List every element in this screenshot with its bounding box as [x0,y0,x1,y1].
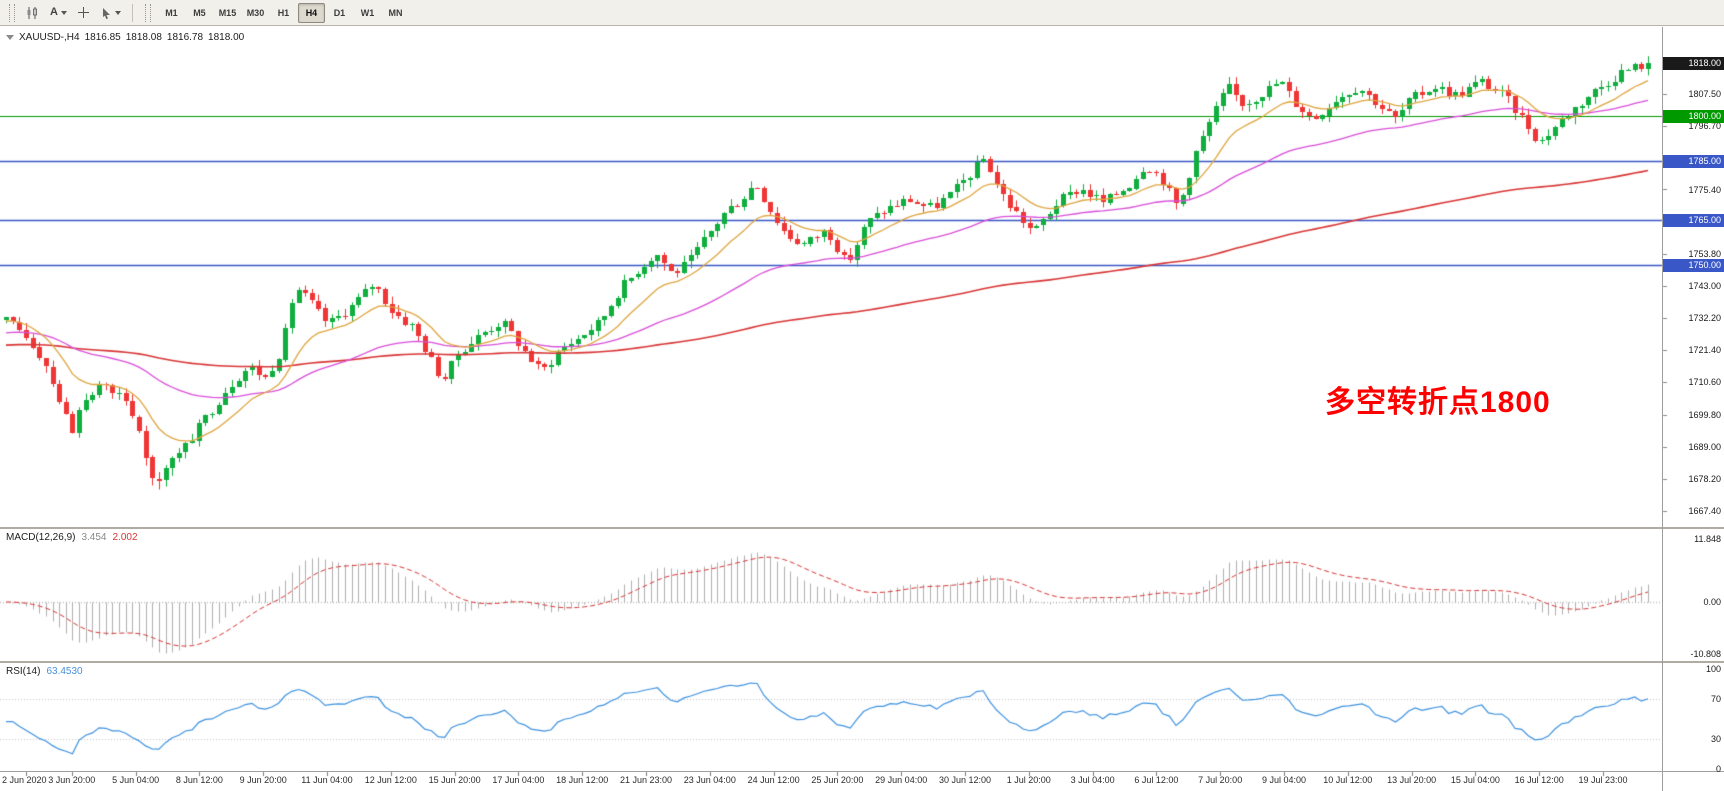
candlestick-chart-icon [27,6,37,19]
current-price-badge: 1818.00 [1663,56,1724,70]
time-axis-border [0,771,1724,772]
macd-scale-label: -10.808 [1690,649,1721,659]
price-axis-label: 1807.50 [1688,88,1721,99]
rsi-value: 63.4530 [46,666,83,677]
time-axis-label: 5 Jun 04:00 [112,775,160,785]
price-axis-label: 1689.00 [1688,441,1721,452]
price-axis-label: 1710.60 [1688,377,1721,388]
time-axis-label: 13 Jul 20:00 [1387,775,1437,785]
time-axis-label: 9 Jun 20:00 [239,775,287,785]
price-axis-label: 1753.80 [1688,248,1721,259]
timeframe-button-w1[interactable]: W1 [360,7,375,18]
time-axis-label: 16 Jul 12:00 [1514,775,1564,785]
timeframe-button-group: M1 M5 M15 M30 H1 H4 D1 W1 MN [158,2,409,23]
timeframe-button-mn[interactable]: MN [388,7,403,18]
time-axis-label: 19 Jul 23:00 [1578,775,1628,785]
timeframe-button-m1[interactable]: M1 [165,7,178,18]
rsi-scale-label: 70 [1710,694,1721,704]
macd-indicator-label: MACD(12,26,9) 3.454 2.002 [6,532,138,543]
price-scale-border [1662,27,1663,791]
time-axis-label: 10 Jul 12:00 [1323,775,1373,785]
time-axis-label: 15 Jul 04:00 [1450,775,1500,785]
toolbar-grip[interactable] [9,3,15,22]
time-axis-label: 18 Jun 12:00 [556,775,609,785]
macd-value-main: 3.454 [81,532,107,543]
time-axis-label: 1 Jul 20:00 [1006,775,1051,785]
macd-value-signal: 2.002 [112,532,138,543]
time-axis-label: 17 Jun 04:00 [492,775,545,785]
time-axis-label: 24 Jun 12:00 [747,775,800,785]
chart-window-icon[interactable] [22,3,44,23]
price-axis-label: 1732.20 [1688,313,1721,324]
time-axis-label: 3 Jul 04:00 [1070,775,1115,785]
toolbar-separator [131,3,133,22]
hline-price-badge[interactable]: 1800.00 [1663,110,1724,124]
price-axis-label: 1743.00 [1688,280,1721,291]
rsi-indicator-label: RSI(14) 63.4530 [6,666,83,677]
price-axis-label: 1796.70 [1688,121,1721,132]
main-toolbar: A M1 M5 M15 M30 H1 H4 D1 W1 MN [0,0,1724,26]
chart-text-annotation: 多空转折点1800 [1325,386,1551,419]
timeframe-button-d1[interactable]: D1 [333,7,346,18]
ohlc-high: 1818.08 [125,32,162,43]
time-axis-label: 30 Jun 12:00 [938,775,992,785]
time-axis-label: 25 Jun 20:00 [811,775,864,785]
one-click-trading-arrow-icon[interactable] [6,35,14,40]
timeframe-button-h4[interactable]: H4 [297,2,325,23]
time-axis-label: 29 Jun 04:00 [875,775,928,785]
price-chart-canvas[interactable] [0,27,1724,791]
time-axis-label: 12 Jun 12:00 [364,775,417,785]
price-axis-label: 1699.80 [1688,409,1721,420]
time-axis-label: 23 Jun 04:00 [683,775,736,785]
hline-price-badge[interactable]: 1750.00 [1663,259,1724,273]
symbol-period-label: XAUUSD-,H4 [19,32,80,43]
rsi-scale-label: 0 [1715,764,1721,774]
time-axis-label: 7 Jul 20:00 [1198,775,1243,785]
chevron-down-icon [60,10,67,15]
cursor-dropdown-icon[interactable] [97,3,125,23]
timeframe-button-h1[interactable]: H1 [277,7,290,18]
timeframe-button-m15[interactable]: M15 [218,7,237,18]
crosshair-glyph-icon [78,7,90,18]
time-axis-label: 21 Jun 23:00 [619,775,673,785]
ohlc-low: 1816.78 [166,32,204,43]
price-axis-label: 1721.40 [1688,345,1721,356]
time-axis-label: 3 Jun 20:00 [48,775,96,785]
time-axis-label: 8 Jun 12:00 [175,775,223,785]
rsi-scale-label: 100 [1705,664,1721,674]
chart-ohlc-header: XAUUSD-,H4 1816.85 1818.08 1816.78 1818.… [6,32,244,43]
ohlc-open: 1816.85 [84,32,121,43]
time-axis-label: 15 Jun 20:00 [428,775,481,785]
price-axis-label: 1775.40 [1688,184,1721,195]
chevron-down-icon [114,10,121,15]
price-scale[interactable]: 1807.50 1796.70 1775.40 1753.80 1743.00 1732.… [1663,27,1724,791]
time-axis-label: 11 Jun 04:00 [301,775,353,785]
chart-area: XAUUSD-,H4 1816.85 1818.08 1816.78 1818.… [0,27,1724,791]
price-axis-label: 1667.40 [1688,505,1721,516]
letter-a-glyph: A [50,6,58,18]
rsi-title: RSI(14) [6,666,41,677]
time-axis-label: 9 Jul 04:00 [1261,775,1307,785]
toolbar-grip[interactable] [144,3,151,22]
crosshair-icon[interactable] [73,3,95,23]
timeframe-button-m5[interactable]: M5 [193,7,206,18]
time-axis-label: 2 Jun 2020 [2,775,47,785]
price-axis-label: 1678.20 [1688,473,1721,484]
time-axis[interactable]: 2 Jun 2020 3 Jun 20:00 5 Jun 04:00 8 Jun 12… [0,773,1662,791]
hline-price-badge[interactable]: 1765.00 [1663,214,1724,228]
macd-scale-label: 11.848 [1694,534,1721,544]
panel-divider-rsi[interactable] [0,661,1724,663]
ohlc-close: 1818.00 [208,32,245,43]
macd-scale-label: 0.00 [1703,597,1721,607]
text-label-icon[interactable]: A [46,3,71,23]
rsi-scale-label: 30 [1710,734,1721,744]
macd-title: MACD(12,26,9) [6,532,76,543]
cursor-arrow-icon [102,7,110,19]
time-axis-label: 6 Jul 12:00 [1134,775,1179,785]
panel-divider-macd[interactable] [0,527,1724,529]
hline-price-badge[interactable]: 1785.00 [1663,154,1724,168]
timeframe-button-m30[interactable]: M30 [246,7,265,18]
